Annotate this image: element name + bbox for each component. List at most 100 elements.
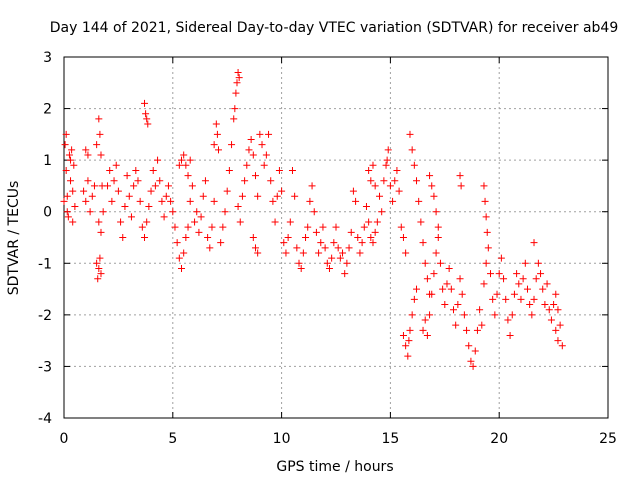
- data-point: [354, 234, 362, 241]
- grid: [64, 57, 608, 418]
- data-point: [556, 321, 564, 329]
- data-point: [456, 275, 464, 283]
- data-point: [369, 239, 377, 247]
- data-point: [386, 182, 394, 190]
- data-point: [110, 177, 118, 185]
- data-point: [82, 146, 90, 154]
- data-point: [323, 259, 331, 267]
- data-point: [513, 270, 521, 278]
- data-point: [199, 192, 207, 200]
- y-tick-labels: -4 -3 -2 -1 0 1 2 3: [38, 50, 52, 427]
- data-point: [213, 130, 221, 138]
- y-tick-label: -1: [38, 256, 52, 272]
- data-point: [147, 187, 155, 195]
- data-point: [539, 285, 547, 293]
- data-point: [254, 249, 262, 257]
- data-point: [143, 115, 151, 123]
- data-point: [517, 295, 525, 303]
- data-point: [352, 197, 360, 205]
- data-point: [191, 218, 199, 226]
- data-point: [123, 172, 131, 180]
- data-point: [173, 239, 181, 247]
- data-point: [228, 141, 236, 149]
- data-point: [415, 197, 423, 205]
- data-point: [204, 234, 212, 241]
- data-point: [347, 228, 355, 236]
- data-point: [233, 79, 241, 87]
- data-point: [332, 223, 340, 231]
- data-point: [286, 218, 294, 226]
- data-point: [510, 290, 518, 298]
- data-point: [245, 146, 253, 154]
- data-point: [404, 352, 412, 360]
- chart-title: Day 144 of 2021, Sidereal Day-to-day VTE…: [50, 20, 619, 36]
- data-point: [481, 197, 489, 205]
- data-point: [221, 208, 229, 216]
- data-point: [383, 156, 391, 164]
- data-point: [502, 295, 510, 303]
- data-point: [64, 213, 72, 221]
- data-point: [493, 290, 501, 298]
- data-point: [482, 259, 490, 267]
- data-point: [225, 166, 233, 174]
- data-point: [550, 301, 558, 309]
- data-point: [515, 280, 523, 288]
- data-point: [223, 187, 231, 195]
- data-point: [543, 280, 551, 288]
- data-point: [545, 306, 553, 314]
- data-point: [378, 208, 386, 216]
- data-point: [460, 311, 468, 319]
- data-point: [62, 166, 70, 174]
- data-point: [308, 182, 316, 190]
- data-point: [334, 244, 342, 252]
- data-point: [391, 177, 399, 185]
- data-point: [408, 311, 416, 319]
- data-point: [62, 130, 70, 138]
- data-point: [61, 141, 69, 149]
- y-axis-label: SDTVAR / TECUs: [6, 181, 22, 296]
- data-point: [208, 223, 216, 231]
- data-point: [486, 270, 494, 278]
- data-point: [426, 311, 434, 319]
- data-point: [552, 290, 560, 298]
- data-point: [532, 275, 540, 283]
- data-point: [169, 208, 177, 216]
- data-point: [235, 74, 243, 82]
- x-tick-label: 10: [273, 431, 291, 447]
- data-point: [249, 151, 257, 159]
- data-point: [97, 270, 105, 278]
- data-point: [267, 177, 275, 185]
- data-point: [265, 130, 273, 138]
- data-point: [132, 166, 140, 174]
- data-point: [125, 192, 133, 200]
- data-point: [317, 239, 325, 247]
- data-point: [151, 182, 159, 190]
- data-point: [144, 120, 152, 128]
- data-point: [419, 239, 427, 247]
- data-point: [149, 166, 157, 174]
- data-point: [278, 187, 286, 195]
- data-point: [175, 161, 183, 169]
- data-point: [158, 197, 166, 205]
- data-point: [178, 156, 186, 164]
- data-point: [212, 120, 220, 128]
- data-point: [345, 244, 353, 252]
- data-point: [410, 161, 418, 169]
- data-point: [97, 151, 105, 159]
- data-point: [68, 146, 76, 154]
- data-point: [217, 239, 225, 247]
- axis-ticks: [63, 56, 609, 419]
- data-point: [467, 357, 475, 365]
- data-point: [95, 218, 103, 226]
- data-point: [421, 316, 429, 324]
- data-point: [178, 264, 186, 272]
- data-point: [465, 342, 473, 350]
- data-point: [154, 156, 162, 164]
- data-point: [297, 264, 305, 272]
- data-point: [117, 218, 125, 226]
- data-point: [413, 285, 421, 293]
- data-point: [180, 151, 188, 159]
- y-tick-label: -3: [38, 359, 52, 375]
- data-point: [432, 249, 440, 257]
- data-point: [284, 234, 292, 241]
